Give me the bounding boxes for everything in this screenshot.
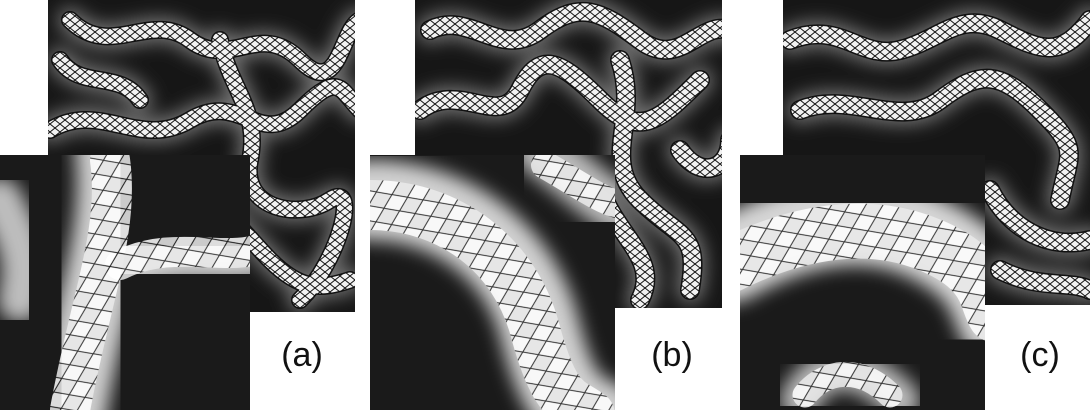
- zoom-inset: [730, 155, 1000, 410]
- panel-label: (c): [1020, 336, 1060, 374]
- panel-label: (a): [281, 336, 323, 374]
- zoom-inset: [0, 150, 260, 410]
- zoom-inset: [370, 150, 620, 410]
- page: (a): [0, 0, 1091, 410]
- panel-label: (b): [651, 336, 693, 374]
- figure: (a): [0, 0, 1091, 410]
